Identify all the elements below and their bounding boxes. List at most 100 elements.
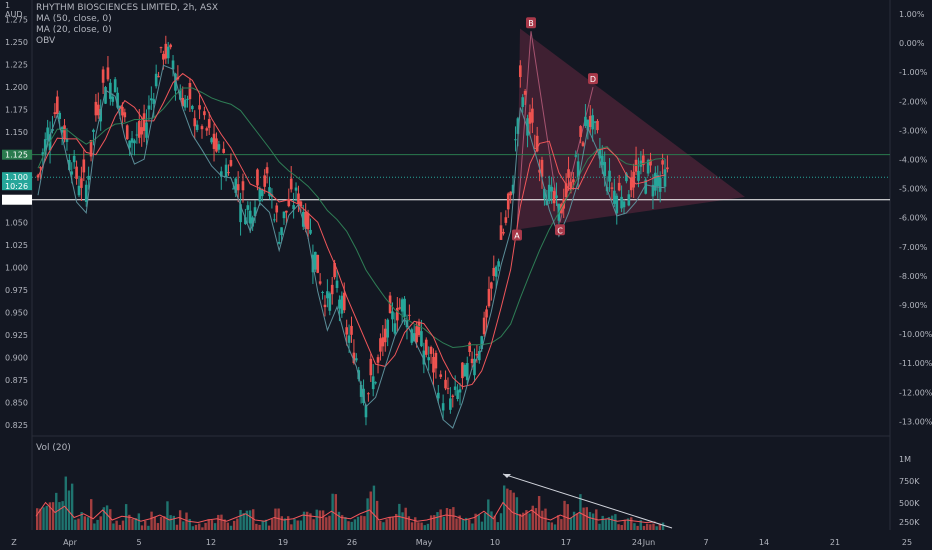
candle-body	[224, 164, 228, 178]
candle-body	[229, 160, 233, 166]
ma20-legend[interactable]: MA (20, close, 0)	[36, 25, 112, 35]
volume-bar	[512, 492, 515, 530]
volume-bar	[649, 524, 652, 530]
candle-body	[355, 358, 358, 361]
candle-body	[219, 171, 223, 177]
left-axis-tick: 0.975	[5, 286, 28, 295]
x-axis-tick: Jun	[642, 538, 656, 547]
candle-body	[306, 213, 310, 230]
volume-bar	[347, 521, 350, 530]
ma50-legend[interactable]: MA (50, close, 0)	[36, 14, 112, 24]
volume-bar	[315, 509, 318, 530]
volume-bar	[642, 525, 646, 530]
volume-bar	[137, 513, 141, 530]
candle-body	[434, 352, 438, 369]
volume-bar	[537, 496, 541, 530]
candle-body	[410, 329, 414, 343]
candle-body	[420, 331, 423, 347]
candle-body	[458, 389, 462, 393]
pattern-label-c: C	[555, 224, 565, 236]
left-axis-tick: 1.275	[5, 16, 28, 25]
volume-bar	[131, 518, 134, 530]
volume-bar	[436, 512, 439, 530]
candle-body	[200, 126, 204, 130]
candle-body	[157, 76, 160, 78]
candle-body	[569, 181, 573, 191]
volume-bar	[51, 502, 55, 530]
volume-bar	[321, 510, 325, 530]
candle-body	[294, 187, 298, 191]
candle-body	[617, 182, 621, 191]
volume-bar	[156, 523, 160, 530]
candle-body	[236, 184, 240, 191]
candle-body	[470, 358, 474, 364]
right-axis-tick: 1.00%	[899, 10, 925, 19]
volume-bar	[588, 512, 592, 530]
volume-bar	[153, 516, 156, 530]
volume-bar	[299, 520, 303, 530]
volume-bar	[223, 519, 226, 530]
volume-bar	[325, 517, 328, 530]
candle-body	[581, 142, 585, 146]
svg-text:B: B	[528, 19, 534, 28]
candle-body	[268, 187, 271, 197]
volume-bar	[576, 513, 579, 530]
right-axis-tick: -7.00%	[899, 243, 928, 252]
volume-legend[interactable]: Vol (20)	[36, 443, 71, 453]
candle-body	[371, 376, 375, 390]
left-axis-tick: 1.200	[5, 83, 28, 92]
volume-bar	[591, 513, 595, 530]
volume-bar	[420, 522, 423, 530]
candle-body	[511, 184, 515, 194]
candle-body	[260, 189, 264, 197]
candle-body	[191, 105, 194, 110]
candle-body	[591, 115, 594, 130]
volume-bar	[633, 523, 636, 530]
candle-body	[328, 293, 332, 311]
z-axis-label: Z	[11, 538, 17, 547]
volume-bar	[296, 520, 299, 530]
volume-bar	[598, 523, 601, 530]
candle-body	[408, 314, 411, 316]
svg-text:1.125: 1.125	[5, 151, 28, 160]
candle-body	[287, 198, 291, 207]
candle-body	[145, 122, 148, 138]
candle-body	[342, 292, 346, 311]
pattern-triangle	[517, 28, 745, 230]
candle-body	[183, 99, 187, 108]
volume-bar	[232, 520, 236, 530]
obv-legend[interactable]: OBV	[36, 36, 56, 46]
svg-text:D: D	[590, 75, 596, 84]
volume-bar	[70, 483, 74, 530]
volume-bar	[188, 518, 191, 530]
candle-body	[432, 356, 435, 373]
candle-body	[540, 159, 544, 177]
symbol-title[interactable]: RHYTHM BIOSCIENCES LIMITED, 2h, ASX	[36, 3, 219, 13]
candle-body	[625, 173, 628, 182]
candle-body	[193, 118, 197, 127]
volume-bar	[426, 523, 430, 530]
candle-body	[535, 135, 539, 152]
candle-body	[461, 362, 464, 379]
candle-body	[101, 69, 105, 83]
volume-bar	[458, 515, 461, 530]
volume-bar	[229, 525, 233, 530]
volume-bar	[363, 516, 366, 530]
candle-body	[661, 160, 664, 165]
x-axis-tick: Apr	[63, 538, 78, 547]
volume-bar	[166, 501, 169, 530]
right-axis-tick: -6.00%	[899, 214, 928, 223]
svg-text:1.075: 1.075	[5, 196, 28, 205]
candle-body	[528, 112, 532, 124]
candle-body	[473, 358, 476, 376]
volume-bar	[328, 515, 331, 530]
volume-bar	[550, 522, 554, 530]
x-axis-tick: 25	[902, 538, 912, 547]
volume-bar	[423, 525, 426, 530]
volume-bar	[102, 507, 106, 530]
candle-body	[84, 184, 88, 202]
candle-body	[586, 119, 590, 131]
volume-bar	[525, 510, 528, 530]
candle-body	[393, 323, 397, 334]
